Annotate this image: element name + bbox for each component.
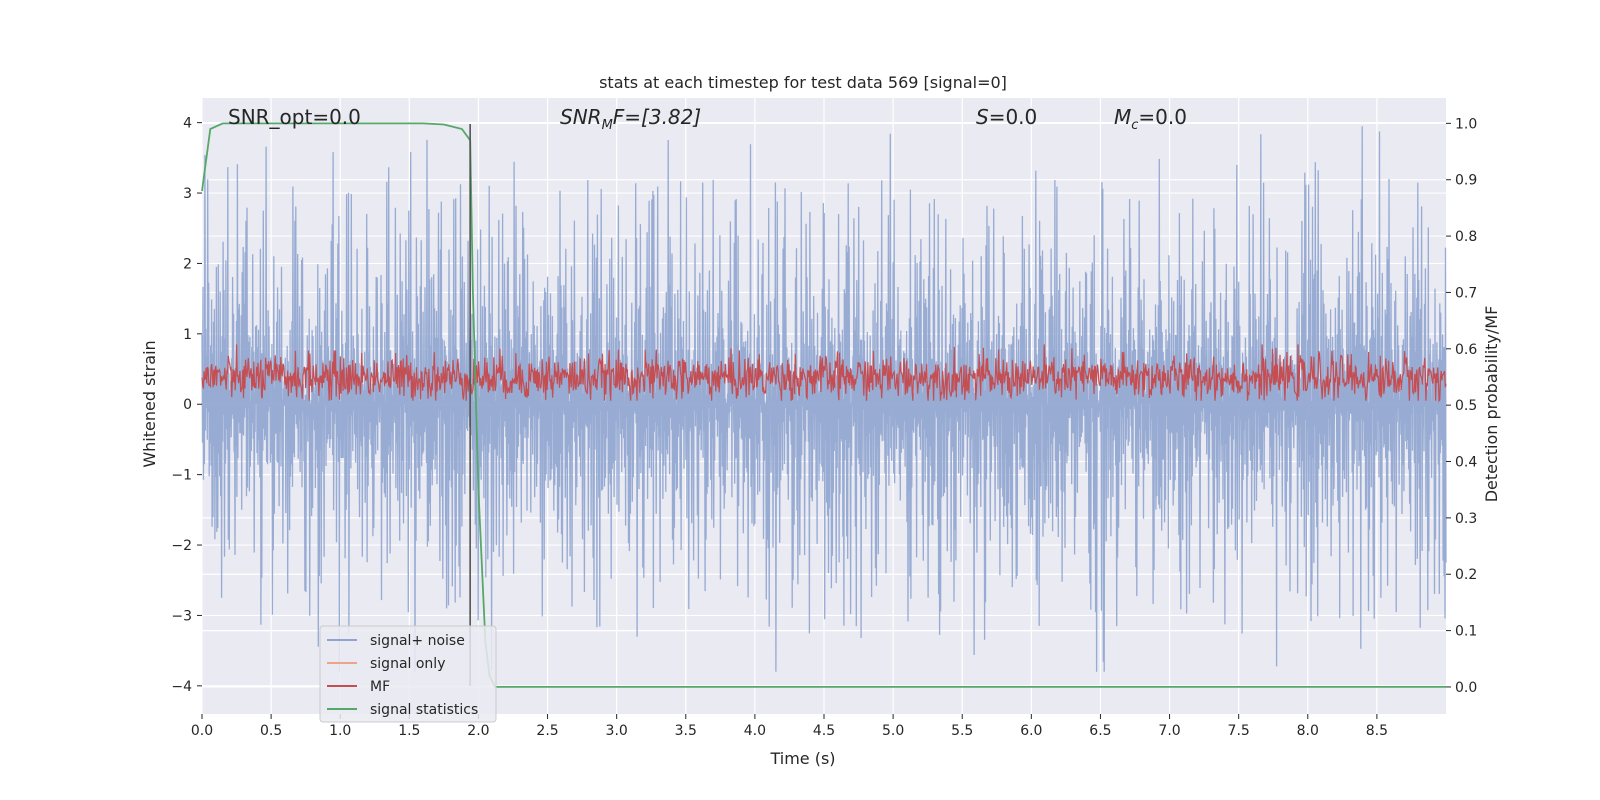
y-tick-label-7: −3 (171, 608, 192, 624)
x-tick-label-1: 0.5 (260, 723, 282, 739)
y-tick-label-3: 1 (183, 327, 192, 343)
y2-tick-label-8: 0.2 (1455, 567, 1477, 583)
x-axis-label: Time (s) (769, 749, 835, 768)
legend-item-mf: MF (327, 679, 390, 695)
legend-label-signal-noise: signal+ noise (370, 633, 465, 649)
x-tick-label-13: 6.5 (1089, 723, 1111, 739)
y2-tick-label-0: 1.0 (1455, 116, 1477, 132)
x-tick-label-2: 1.0 (329, 723, 351, 739)
legend-box (319, 625, 497, 723)
axis-ticks: 0.0 0.5 1.0 1.5 2.0 2.5 3.0 3.5 4.0 4.5 5.0 5.5 6.0 6… (171, 116, 1477, 739)
legend-item-signal-statistics: signal statistics (327, 702, 478, 718)
annotation-mc-symbol: M (1114, 105, 1131, 129)
signal-noise-line (201, 126, 1447, 672)
annotation-snr-mf-value: F=[3.82] (613, 105, 701, 129)
y-tick-label-1: 3 (183, 186, 192, 202)
annotation-snr-mf-subscript: M (602, 118, 613, 133)
y2-tick-label-10: 0.0 (1455, 680, 1477, 696)
x-tick-label-8: 4.0 (744, 723, 766, 739)
y2-tick-label-2: 0.8 (1455, 229, 1477, 245)
x-tick-label-10: 5.0 (882, 723, 904, 739)
y2-tick-label-5: 0.5 (1455, 398, 1477, 414)
legend-item-signal-only: signal only (327, 656, 445, 672)
annotation-s-symbol: S (976, 105, 989, 129)
annotation-s-value: =0.0 (989, 105, 1038, 129)
chart-title: stats at each timestep for test data 569… (599, 73, 1007, 92)
annotation-snr-opt-text: SNR_opt=0.0 (228, 105, 361, 129)
annotation-mc: Mc=0.0 (1114, 105, 1187, 133)
y-tick-label-8: −4 (171, 679, 192, 695)
legend-label-signal-only: signal only (370, 656, 445, 672)
y2-tick-label-6: 0.4 (1455, 455, 1477, 471)
series-signal-noise (201, 126, 1447, 672)
x-tick-label-6: 3.0 (606, 723, 628, 739)
legend: signal+ noise signal only MF signal stat… (319, 625, 497, 723)
y-tick-label-2: 2 (183, 256, 192, 272)
x-tick-label-11: 5.5 (951, 723, 973, 739)
x-tick-label-3: 1.5 (398, 723, 420, 739)
x-tick-label-4: 2.0 (467, 723, 489, 739)
series-mf (201, 344, 1447, 403)
mf-line (201, 344, 1447, 403)
x-tick-label-12: 6.0 (1020, 723, 1042, 739)
x-tick-label-15: 7.5 (1228, 723, 1250, 739)
annotation-snr-opt: SNR_opt=0.0 (228, 105, 361, 129)
x-tick-label-14: 7.0 (1158, 723, 1180, 739)
y-tick-label-5: −1 (171, 468, 192, 484)
legend-item-signal-noise: signal+ noise (327, 633, 465, 649)
y-tick-label-6: −2 (171, 538, 192, 554)
y2-tick-label-7: 0.3 (1455, 511, 1477, 527)
legend-label-mf: MF (370, 679, 390, 695)
annotation-s: S=0.0 (976, 105, 1037, 129)
annotation-mc-subscript: c (1131, 118, 1138, 133)
y2-tick-label-3: 0.7 (1455, 285, 1477, 301)
x-tick-label-0: 0.0 (191, 723, 213, 739)
x-tick-label-7: 3.5 (675, 723, 697, 739)
y-axis-label: Whitened strain (140, 340, 159, 467)
annotation-snr-mf: SNRMF=[3.82] (560, 105, 701, 133)
y-tick-label-0: 4 (183, 116, 192, 132)
x-tick-label-5: 2.5 (536, 723, 558, 739)
y2-tick-label-1: 0.9 (1455, 173, 1477, 189)
x-tick-label-9: 4.5 (813, 723, 835, 739)
annotation-snr-mf-symbol: SNR (560, 105, 602, 129)
annotation-mc-value: =0.0 (1138, 105, 1187, 129)
y2-tick-label-4: 0.6 (1455, 342, 1477, 358)
x-tick-label-16: 8.0 (1297, 723, 1319, 739)
y2-tick-label-9: 0.1 (1455, 624, 1477, 640)
x-tick-label-17: 8.5 (1366, 723, 1388, 739)
y2-axis-label: Detection probability/MF (1482, 306, 1501, 503)
y-tick-label-4: 0 (183, 397, 192, 413)
legend-label-signal-statistics: signal statistics (370, 702, 478, 718)
